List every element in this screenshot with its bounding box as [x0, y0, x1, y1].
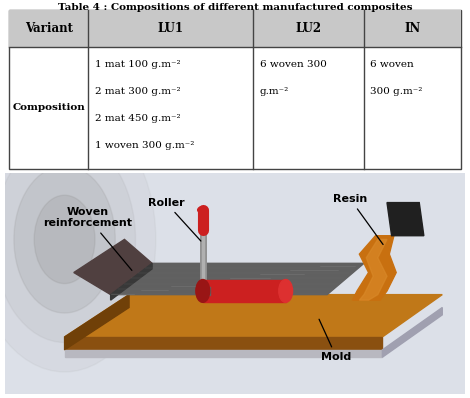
Text: 300 g.m⁻²: 300 g.m⁻² — [370, 87, 423, 96]
Ellipse shape — [0, 136, 135, 342]
Text: Mold: Mold — [319, 319, 352, 362]
Text: LU1: LU1 — [158, 22, 184, 35]
Text: 6 woven 300: 6 woven 300 — [260, 60, 327, 69]
Text: g.m⁻²: g.m⁻² — [260, 87, 289, 96]
Bar — [364, 10, 461, 47]
Polygon shape — [64, 350, 383, 357]
Ellipse shape — [196, 279, 210, 302]
Bar — [88, 10, 253, 47]
Text: Roller: Roller — [148, 197, 201, 241]
Ellipse shape — [0, 107, 156, 372]
Text: 2 mat 300 g.m⁻²: 2 mat 300 g.m⁻² — [95, 87, 181, 96]
Text: Variant: Variant — [25, 22, 73, 35]
Text: 6 woven: 6 woven — [370, 60, 414, 69]
Ellipse shape — [34, 195, 95, 283]
Text: 1 mat 100 g.m⁻²: 1 mat 100 g.m⁻² — [95, 60, 181, 69]
Ellipse shape — [14, 166, 115, 313]
Polygon shape — [387, 203, 424, 236]
Text: 2 mat 450 g.m⁻²: 2 mat 450 g.m⁻² — [95, 114, 181, 123]
Polygon shape — [203, 279, 286, 302]
Text: 1 woven 300 g.m⁻²: 1 woven 300 g.m⁻² — [95, 142, 195, 150]
Polygon shape — [352, 236, 396, 300]
Ellipse shape — [279, 279, 292, 302]
Polygon shape — [64, 295, 129, 350]
Polygon shape — [64, 337, 383, 350]
Polygon shape — [360, 239, 387, 300]
Bar — [196, 287, 210, 295]
Polygon shape — [64, 295, 442, 337]
Polygon shape — [383, 308, 442, 357]
Polygon shape — [110, 263, 364, 295]
Bar — [9, 10, 88, 47]
Text: IN: IN — [404, 22, 420, 35]
Text: Woven
reinforcement: Woven reinforcement — [43, 207, 132, 270]
Text: Table 4 : Compositions of different manufactured composites: Table 4 : Compositions of different manu… — [58, 3, 412, 12]
Text: LU2: LU2 — [295, 22, 321, 35]
Text: Composition: Composition — [13, 103, 85, 112]
Text: Resin: Resin — [333, 194, 383, 244]
Polygon shape — [74, 239, 152, 295]
Bar — [253, 10, 364, 47]
Ellipse shape — [198, 207, 208, 213]
Polygon shape — [110, 263, 152, 300]
